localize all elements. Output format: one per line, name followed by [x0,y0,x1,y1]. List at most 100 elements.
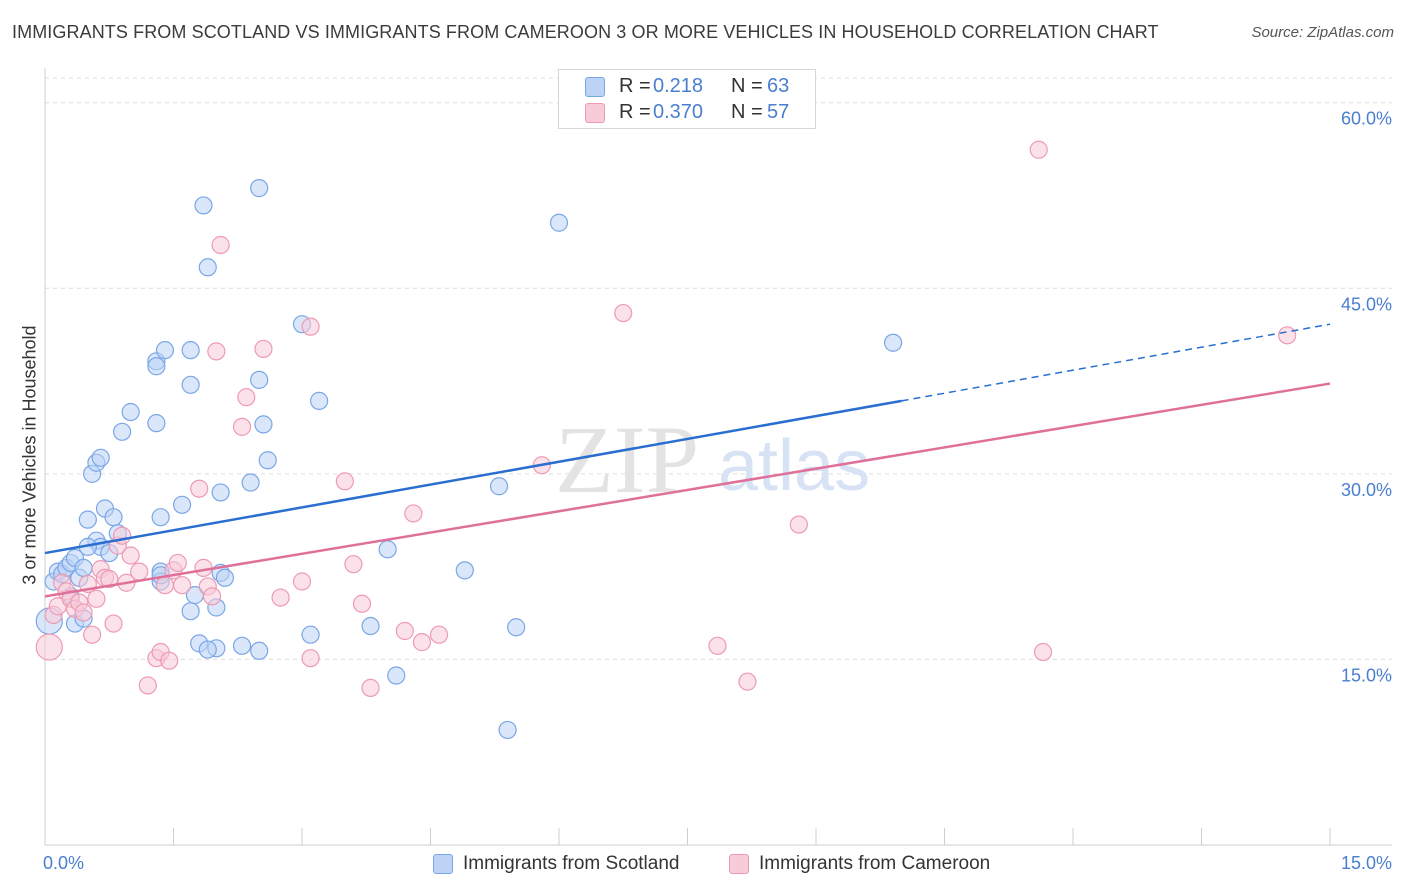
legend-r-value: 0.218 [653,75,704,97]
scotland-point [507,618,526,637]
chart-title: IMMIGRANTS FROM SCOTLAND VS IMMIGRANTS F… [12,22,1159,42]
cameroon-point [168,553,187,573]
x-tick-label-max: 15.0% [1341,853,1392,873]
cameroon-point [404,504,423,523]
scotland-point [361,616,380,636]
scotland-point [489,477,509,496]
cameroon-point [352,594,372,613]
scotland-point [498,720,517,740]
cameroon-point [412,633,432,652]
cameroon-point [301,649,320,668]
scotland-point [172,495,192,514]
trend-lines [44,323,1331,598]
cameroon-point [335,472,354,491]
legend-n-value: 63 [767,75,790,97]
scotland-point [198,640,217,659]
source-credit: Source: ZipAtlas.com [1251,24,1394,41]
cameroon-point [155,576,175,595]
legend-n-label: N = [731,75,763,97]
scotland-point [121,402,140,422]
cameroon-point [35,633,63,661]
scotland-point [155,341,175,360]
legend-swatch-cameroon [585,103,605,123]
cameroon-point [207,342,226,361]
watermark-zip: ZIP [555,406,699,513]
scotland-point [91,448,110,467]
cameroon-point [83,625,102,644]
scotland-point [250,179,269,198]
y-tick-label: 60.0% [1341,109,1392,129]
scotland-point [104,508,123,527]
legend-r-label: R = [619,101,651,123]
cameroon-point [100,569,119,589]
cameroon-point [211,235,230,255]
scotland-point [301,625,320,644]
trend-line-scotland-extension [901,323,1331,402]
cameroon-point [292,572,312,591]
scotland-point [74,558,93,577]
scotland-point [181,375,200,394]
legend-r-label: R = [619,75,651,97]
axes [44,68,1392,846]
cameroon-point [301,317,320,336]
gridlines [45,77,1392,660]
cameroon-point [1278,326,1297,345]
legend-swatch-scotland [585,77,605,97]
scotland-point [198,258,217,277]
bottom-swatch-cameroon [729,854,749,874]
cameroon-point [232,417,252,436]
cameroon-point [190,479,209,498]
cameroon-point [614,303,633,323]
tick-labels: 15.0% 30.0% 45.0% 60.0% 0.0% 15.0% [43,109,1392,873]
scotland-point [232,636,252,655]
scotland-point [147,414,166,433]
scotland-point [151,508,170,527]
cameroon-point [160,651,179,670]
bottom-legend-label-scotland: Immigrants from Scotland [463,853,680,874]
scotland-point [147,357,166,376]
trend-line-cameroon [44,382,1331,598]
cameroon-point [138,676,157,695]
watermark: ZIP atlas [555,406,870,513]
scotland-point [181,341,200,360]
correlation-legend: R = 0.218 N = 63 R = 0.370 N = 57 [558,69,816,129]
scotland-point [78,510,97,529]
scotland-point [211,483,230,502]
cameroon-point [429,625,449,644]
legend-n-value: 57 [767,101,790,123]
cameroon-point [738,672,757,691]
scotland-point [194,196,213,215]
y-tick-label: 15.0% [1341,665,1392,685]
legend-n-label: N = [731,101,763,123]
cameroon-point [202,587,222,606]
y-tick-label: 30.0% [1341,480,1392,500]
cameroon-point [74,603,93,622]
cameroon-point [87,589,106,608]
scotland-point [549,213,569,232]
cameroon-point [104,614,123,633]
trend-line-scotland [44,399,902,555]
bottom-swatch-scotland [433,854,453,874]
scotland-point [254,415,273,434]
series-cameroon-points [35,140,1297,697]
cameroon-point [1033,642,1053,662]
scotland-point [455,561,474,580]
data-points [35,140,1297,740]
scotland-point [112,422,132,441]
y-tick-label: 45.0% [1341,294,1392,314]
cameroon-point [395,621,414,641]
cameroon-point [172,576,192,595]
scotland-point [241,473,260,492]
scotland-point [378,540,397,559]
cameroon-point [130,562,149,581]
bottom-legend-label-cameroon: Immigrants from Cameroon [759,853,991,874]
x-tick-label-min: 0.0% [43,853,84,873]
scotland-point [181,602,200,621]
cameroon-point [361,678,380,697]
scotland-point [883,333,903,352]
scotland-point [310,391,329,410]
cameroon-point [789,515,808,534]
scotland-point [258,451,277,470]
cameroon-point [344,555,363,574]
